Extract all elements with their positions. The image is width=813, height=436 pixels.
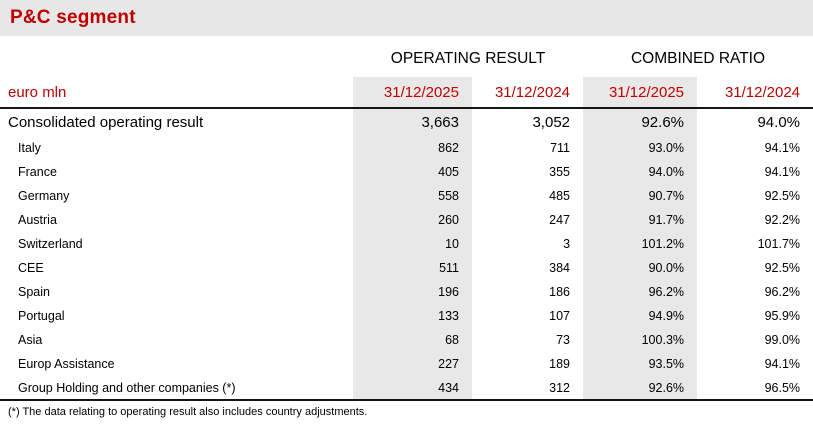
operating-result-2025: 434 (353, 376, 472, 400)
operating-result-2025: 405 (353, 160, 472, 184)
page-title: P&C segment (10, 7, 136, 28)
operating-result-2024: 3 (563, 237, 571, 251)
operating-result-2024: 312 (549, 380, 571, 395)
combined-ratio-2025: 93.0% (583, 136, 698, 160)
row-label: France (18, 165, 57, 179)
table-row: Spain 196 186 96.2% 96.2% (0, 280, 813, 304)
column-group-header-row: OPERATING RESULT COMBINED RATIO (0, 36, 813, 77)
operating-result-2025: 133 (353, 304, 472, 328)
operating-result-2024: 485 (549, 189, 571, 203)
combined-ratio-2024: 94.1% (764, 165, 801, 179)
combined-ratio-2025: 92.6% (583, 376, 698, 400)
operating-result-2025: 68 (353, 328, 472, 352)
operating-result-2024: 189 (549, 357, 571, 371)
combined-ratio-2024: 95.9% (764, 309, 801, 323)
table-body: Consolidated operating result 3,663 3,052 9… (0, 108, 813, 400)
table-row: Asia 68 73 100.3% 99.0% (0, 328, 813, 352)
row-label: Italy (18, 141, 41, 155)
row-label: CEE (18, 261, 44, 275)
row-label: Group Holding and other companies (*) (18, 380, 236, 395)
operating-result-2024: 384 (549, 261, 571, 275)
operating-result-2024: 107 (549, 309, 571, 323)
operating-result-2025: 196 (353, 280, 472, 304)
table-row: Europ Assistance 227 189 93.5% 94.1% (0, 352, 813, 376)
combined-ratio-2024: 92.5% (764, 261, 801, 275)
date-header-operating-result-2024: 31/12/2024 (494, 83, 571, 101)
operating-result-2024: 73 (556, 333, 571, 347)
footnote: (*) The data relating to operating resul… (8, 406, 368, 418)
operating-result-2024: 247 (549, 213, 571, 227)
column-group-operating-result: OPERATING RESULT (390, 50, 546, 67)
combined-ratio-2025: 94.0% (583, 160, 698, 184)
operating-result-2025: 10 (353, 232, 472, 256)
date-header-row: euro mln 31/12/2025 31/12/2024 31/12/202… (0, 77, 813, 108)
row-label: Asia (18, 333, 43, 347)
operating-result-2024: 711 (550, 141, 571, 155)
table-row: Austria 260 247 91.7% 92.2% (0, 208, 813, 232)
pnc-results-table: OPERATING RESULT COMBINED RATIO euro mln… (0, 36, 813, 401)
unit-label: euro mln (8, 83, 67, 101)
operating-result-2025: 260 (353, 208, 472, 232)
column-group-combined-ratio: COMBINED RATIO (630, 50, 766, 67)
combined-ratio-2024: 94.1% (764, 141, 801, 155)
operating-result-2025: 3,663 (353, 108, 472, 136)
combined-ratio-2025: 100.3% (583, 328, 698, 352)
combined-ratio-2024: 94.0% (757, 114, 801, 131)
table-row: Switzerland 10 3 101.2% 101.7% (0, 232, 813, 256)
group-header-spacer (0, 36, 353, 77)
table-row: France 405 355 94.0% 94.1% (0, 160, 813, 184)
combined-ratio-2024: 101.7% (757, 237, 801, 251)
combined-ratio-2024: 92.2% (764, 213, 801, 227)
row-label: Consolidated operating result (8, 114, 204, 131)
combined-ratio-2025: 92.6% (583, 108, 698, 136)
date-header-combined-ratio-2025: 31/12/2025 (583, 77, 698, 108)
combined-ratio-2025: 94.9% (583, 304, 698, 328)
combined-ratio-2025: 96.2% (583, 280, 698, 304)
table-row: Group Holding and other companies (*) 434… (0, 376, 813, 400)
combined-ratio-2025: 101.2% (583, 232, 698, 256)
operating-result-2024: 3,052 (532, 114, 571, 131)
combined-ratio-2024: 99.0% (764, 333, 801, 347)
combined-ratio-2025: 90.0% (583, 256, 698, 280)
row-label: Switzerland (18, 237, 83, 251)
combined-ratio-2024: 96.2% (764, 285, 801, 299)
row-label: Austria (18, 213, 57, 227)
row-label: Portugal (18, 309, 65, 323)
combined-ratio-2025: 93.5% (583, 352, 698, 376)
operating-result-2024: 355 (549, 165, 571, 179)
combined-ratio-2024: 92.5% (764, 189, 801, 203)
date-header-operating-result-2025: 31/12/2025 (353, 77, 472, 108)
date-header-combined-ratio-2024: 31/12/2024 (724, 83, 801, 101)
table-row: Italy 862 711 93.0% 94.1% (0, 136, 813, 160)
combined-ratio-2025: 90.7% (583, 184, 698, 208)
operating-result-2025: 511 (353, 256, 472, 280)
operating-result-2024: 186 (549, 285, 571, 299)
table-row: Consolidated operating result 3,663 3,052 9… (0, 108, 813, 136)
table-row: Portugal 133 107 94.9% 95.9% (0, 304, 813, 328)
combined-ratio-2024: 96.5% (764, 380, 801, 395)
row-label: Spain (18, 285, 50, 299)
operating-result-2025: 558 (353, 184, 472, 208)
operating-result-2025: 862 (353, 136, 472, 160)
title-bar: P&C segment (0, 0, 813, 36)
table-row: CEE 511 384 90.0% 92.5% (0, 256, 813, 280)
operating-result-2025: 227 (353, 352, 472, 376)
row-label: Europ Assistance (18, 357, 115, 371)
combined-ratio-2024: 94.1% (764, 357, 801, 371)
table-row: Germany 558 485 90.7% 92.5% (0, 184, 813, 208)
row-label: Germany (18, 189, 70, 203)
combined-ratio-2025: 91.7% (583, 208, 698, 232)
